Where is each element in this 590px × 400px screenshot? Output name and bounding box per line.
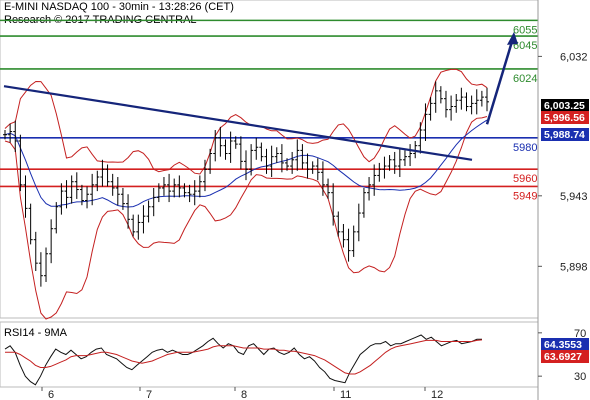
level-label: 5980 bbox=[513, 142, 537, 154]
x-tick-label: 12 bbox=[431, 389, 443, 400]
price-badge-label: 5,996.56 bbox=[544, 112, 585, 124]
price-badge-label: 5,988.74 bbox=[544, 129, 585, 141]
y-tick-label: 5,898 bbox=[560, 261, 588, 273]
level-label: 6055 bbox=[513, 24, 537, 36]
rsi-title: RSI14 - 9MA bbox=[4, 327, 68, 339]
bollinger-upper bbox=[4, 68, 488, 175]
rsi-panel: RSI14 - 9MA bbox=[0, 321, 539, 388]
y-tick-label: 5,943 bbox=[560, 191, 588, 203]
x-tick-label: 11 bbox=[340, 389, 351, 400]
rsi-badge bbox=[541, 350, 589, 363]
level-label: 6024 bbox=[513, 73, 537, 85]
price-badge bbox=[541, 111, 589, 124]
trend-line bbox=[3, 85, 473, 161]
level-label: 6045 bbox=[513, 40, 537, 52]
chart-title: E-MINI NASDAQ 100 - 30min - 13:28:26 (CE… bbox=[4, 1, 234, 13]
y-tick-label: 6,032 bbox=[560, 51, 588, 63]
price-panel: 6055 6045 6024 5980 5960 5949 bbox=[0, 0, 539, 320]
rsi-line bbox=[4, 334, 482, 386]
rsi-ma-line bbox=[5, 339, 483, 375]
rsi-badge bbox=[541, 338, 589, 351]
axes: 6 7 8 11 12 6,032 5,943 5,898 70 30 6,003.255,996.… bbox=[41, 0, 589, 400]
rsi-panel-frame bbox=[0, 321, 539, 388]
price-badge bbox=[541, 128, 589, 141]
rsi-tick-label: 30 bbox=[574, 371, 586, 383]
level-label: 5960 bbox=[513, 173, 537, 185]
rsi-tick-label: 70 bbox=[574, 328, 586, 340]
forecast-arrow-line bbox=[485, 34, 516, 125]
rsi-badge-label: 64.3553 bbox=[544, 339, 582, 351]
x-tick-label: 7 bbox=[146, 389, 152, 400]
price-badge-label: 6,003.25 bbox=[544, 100, 585, 112]
bollinger-lower bbox=[4, 116, 488, 320]
forecast-arrow-head bbox=[507, 31, 518, 45]
price-badge bbox=[541, 99, 589, 112]
rsi-badge-label: 63.6927 bbox=[544, 351, 582, 363]
x-tick-label: 6 bbox=[48, 389, 54, 400]
x-tick-label: 8 bbox=[241, 389, 247, 400]
level-label: 5949 bbox=[513, 190, 537, 202]
